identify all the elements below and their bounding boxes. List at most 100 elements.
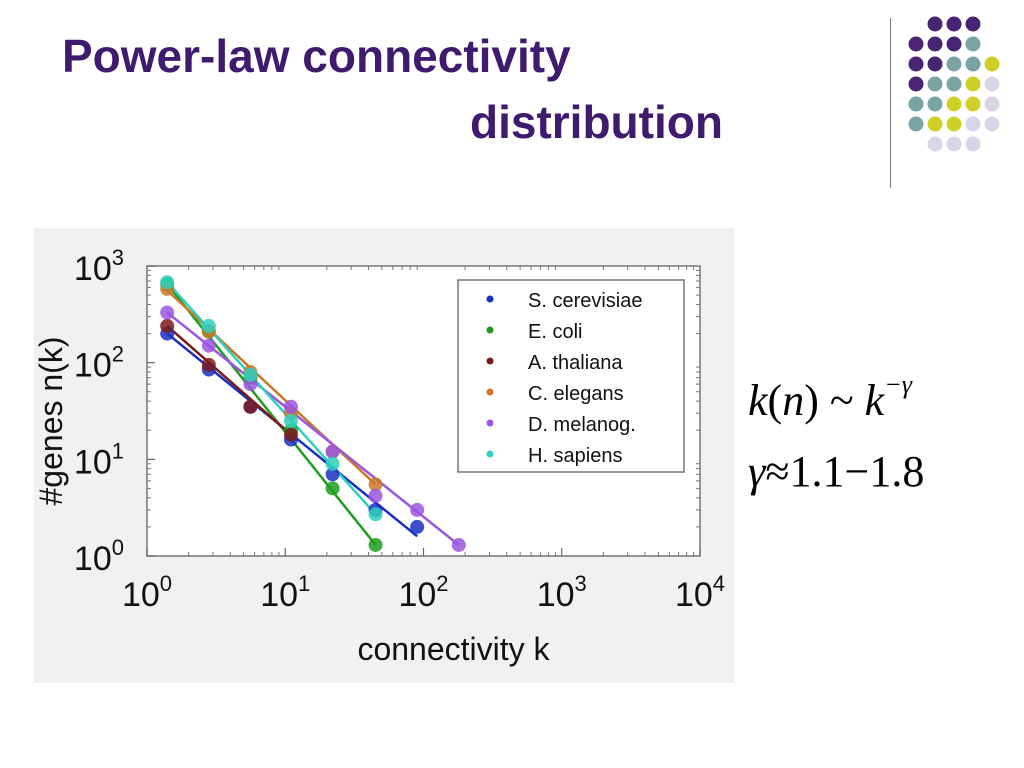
header-divider	[890, 18, 891, 188]
x-tick-exponent: 1	[298, 571, 310, 596]
legend-marker	[486, 326, 494, 334]
data-point	[283, 427, 298, 442]
data-point	[325, 456, 340, 471]
data-point	[201, 318, 216, 333]
x-tick-label: 103	[537, 571, 587, 614]
decorative-dot	[965, 136, 981, 152]
decorative-dot-grid	[908, 16, 1000, 152]
y-tick-exponent: 3	[112, 245, 124, 270]
data-point	[451, 537, 466, 552]
x-tick-label: 100	[122, 571, 172, 614]
series-group	[160, 305, 466, 552]
x-tick-label: 101	[260, 571, 310, 614]
decorative-dot	[965, 56, 981, 72]
y-tick-label: 103	[74, 245, 124, 288]
decorative-dot	[965, 116, 981, 132]
data-point	[325, 444, 340, 459]
data-point	[368, 507, 383, 522]
legend-box	[457, 279, 685, 473]
legend-label: C. elegans	[528, 383, 624, 405]
x-axis-label: connectivity k	[357, 631, 550, 667]
data-point	[325, 481, 340, 496]
legend-label: A. thaliana	[528, 352, 623, 374]
decorative-dot	[965, 36, 981, 52]
data-point	[243, 367, 258, 382]
data-point	[368, 477, 383, 492]
decorative-dot	[946, 56, 962, 72]
legend-marker	[486, 295, 494, 303]
chart-canvas: 100 101 102 103 104100101102103connectivity …	[34, 245, 725, 667]
decorative-dot	[927, 36, 943, 52]
decorative-dot	[927, 56, 943, 72]
data-point	[283, 413, 298, 428]
slide-title-line-1: Power-law connectivity	[62, 30, 571, 82]
power-law-formula: k(n) ~ k−γ	[748, 372, 912, 423]
formula-close-paren: )	[804, 376, 819, 425]
formula-gamma: γ	[748, 447, 766, 496]
data-point	[325, 467, 340, 482]
formula-exponent: −γ	[884, 370, 912, 399]
decorative-dot	[946, 16, 962, 32]
gamma-range-formula: γ≈1.1−1.8	[748, 450, 924, 494]
slide-title-line-2: distribution	[470, 96, 723, 148]
legend-label: H. sapiens	[528, 445, 623, 467]
fit-line	[166, 283, 377, 546]
decorative-dot	[965, 16, 981, 32]
x-tick-exponent: 4	[713, 571, 725, 596]
decorative-dot	[927, 136, 943, 152]
power-law-chart: 100 101 102 103 104 100 101 102 103 connectivity …	[34, 228, 734, 683]
fit-line	[166, 281, 377, 516]
decorative-dot	[984, 116, 1000, 132]
decorative-dot	[927, 76, 943, 92]
formula-k: k	[748, 376, 768, 425]
y-tick-label: 100	[74, 535, 124, 578]
data-point	[201, 357, 216, 372]
data-point	[283, 399, 298, 414]
decorative-dot	[908, 56, 924, 72]
data-point	[160, 305, 175, 320]
x-tick-exponent: 2	[436, 571, 448, 596]
x-tick-exponent: 3	[575, 571, 587, 596]
data-point	[410, 502, 425, 517]
formula-k-base: k	[864, 376, 885, 425]
legend-marker	[486, 450, 494, 458]
decorative-dot	[984, 76, 1000, 92]
formula-gamma-range: 1.1−1.8	[789, 447, 925, 496]
decorative-dot	[908, 36, 924, 52]
legend-label: E. coli	[528, 321, 582, 343]
decorative-dot	[984, 56, 1000, 72]
decorative-dot	[946, 36, 962, 52]
x-tick-label: 102	[398, 571, 448, 614]
decorative-dot	[908, 76, 924, 92]
data-point	[243, 399, 258, 414]
decorative-dot	[927, 116, 943, 132]
decorative-dot	[908, 116, 924, 132]
data-point	[160, 275, 175, 290]
x-tick-exponent: 0	[160, 571, 172, 596]
decorative-dot	[946, 76, 962, 92]
data-point	[160, 318, 175, 333]
formula-open-paren: (	[767, 376, 783, 425]
legend-marker	[486, 357, 494, 365]
y-tick-exponent: 2	[112, 342, 124, 367]
decorative-dot	[946, 116, 962, 132]
data-point	[201, 338, 216, 353]
decorative-dot	[965, 76, 981, 92]
decorative-dot	[946, 96, 962, 112]
legend-label: S. cerevisiae	[528, 290, 643, 312]
data-point	[368, 537, 383, 552]
decorative-dot	[965, 96, 981, 112]
y-tick-label: 102	[74, 342, 124, 385]
formula-tilde: ~	[829, 376, 854, 425]
fit-line	[166, 324, 292, 436]
x-tick-label: 104	[675, 571, 725, 614]
decorative-dot	[927, 96, 943, 112]
legend-label: D. melanog.	[528, 414, 636, 436]
decorative-dot	[984, 96, 1000, 112]
y-tick-label: 101	[74, 438, 124, 481]
formula-approx: ≈	[765, 447, 790, 496]
series-group	[160, 318, 298, 442]
y-tick-exponent: 1	[112, 438, 124, 463]
y-axis-label: #genes n(k)	[34, 337, 69, 506]
decorative-dot	[927, 16, 943, 32]
